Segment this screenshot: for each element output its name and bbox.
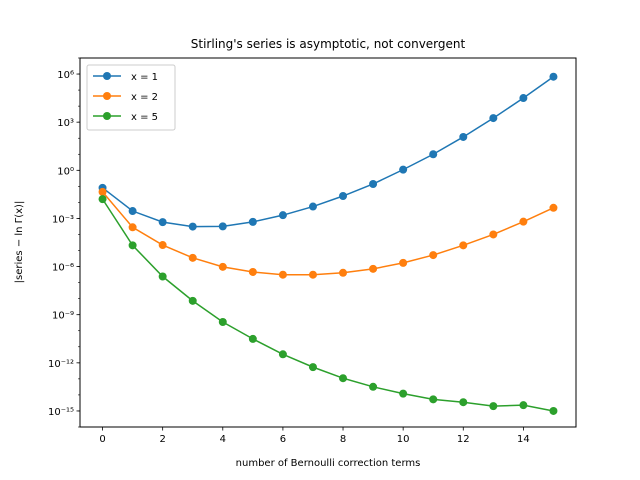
data-point bbox=[248, 267, 257, 276]
data-point bbox=[429, 150, 438, 159]
data-point bbox=[429, 251, 438, 260]
data-point bbox=[459, 241, 468, 250]
data-point bbox=[489, 402, 498, 411]
series-line bbox=[101, 198, 554, 412]
x-axis-label: number of Bernoulli correction terms bbox=[236, 458, 421, 469]
x-tick-label: 14 bbox=[517, 434, 530, 445]
x-tick-label: 0 bbox=[99, 434, 105, 445]
data-point bbox=[188, 296, 197, 305]
legend-label: x = 2 bbox=[131, 92, 158, 103]
data-point bbox=[459, 132, 468, 141]
y-tick-label: 10⁻¹² bbox=[48, 359, 74, 370]
data-point bbox=[128, 207, 137, 216]
data-point bbox=[98, 187, 107, 196]
data-point bbox=[188, 253, 197, 262]
data-point bbox=[248, 334, 257, 343]
x-tick-label: 10 bbox=[397, 434, 410, 445]
data-point bbox=[519, 94, 528, 103]
y-tick-label: 10⁻⁹ bbox=[52, 311, 74, 322]
data-point bbox=[519, 401, 528, 410]
y-tick-label: 10⁶ bbox=[57, 70, 74, 81]
data-point bbox=[339, 374, 348, 383]
data-point bbox=[369, 264, 378, 273]
data-point bbox=[158, 218, 167, 227]
data-point bbox=[369, 180, 378, 188]
data-point bbox=[489, 114, 498, 123]
data-point bbox=[429, 395, 438, 404]
legend-marker bbox=[103, 92, 111, 100]
legend: x = 1 x = 2 x = 5 bbox=[86, 64, 176, 131]
data-point bbox=[489, 230, 498, 239]
legend-marker bbox=[103, 72, 111, 80]
x-tick-label: 2 bbox=[159, 434, 165, 445]
y-tick-label: 10⁰ bbox=[57, 166, 74, 177]
data-point bbox=[158, 272, 167, 281]
x-tick-label: 4 bbox=[220, 434, 226, 445]
data-point bbox=[98, 195, 107, 204]
series-layer bbox=[98, 72, 558, 415]
data-point bbox=[459, 398, 468, 407]
y-tick-label: 10⁻³ bbox=[52, 214, 74, 225]
data-point bbox=[549, 406, 558, 415]
data-point bbox=[278, 350, 287, 359]
y-tick-label: 10⁻⁶ bbox=[52, 263, 74, 274]
chart-title: Stirling's series is asymptotic, not con… bbox=[191, 37, 466, 51]
data-point bbox=[188, 222, 197, 231]
data-point bbox=[278, 270, 287, 279]
legend-label: x = 5 bbox=[131, 112, 158, 123]
y-axis-ticks: 10⁻¹⁵ 10⁻¹² 10⁻⁹ 10⁻⁶ 10⁻³ 10⁰ 10³ 10⁶ bbox=[48, 57, 80, 428]
data-point bbox=[549, 203, 558, 212]
plot-area-frame bbox=[79, 57, 577, 428]
data-point bbox=[399, 165, 408, 174]
data-point bbox=[369, 382, 378, 391]
x-axis-ticks: 0 2 4 6 8 10 12 14 bbox=[99, 427, 530, 445]
x-tick-label: 12 bbox=[457, 434, 470, 445]
data-point bbox=[308, 270, 317, 279]
data-point bbox=[218, 318, 227, 327]
data-point bbox=[128, 241, 137, 250]
data-point bbox=[519, 217, 528, 226]
data-point bbox=[399, 389, 408, 398]
legend-label: x = 1 bbox=[131, 72, 158, 83]
data-point bbox=[128, 223, 137, 232]
data-point bbox=[308, 363, 317, 372]
data-point bbox=[399, 258, 408, 267]
data-point bbox=[549, 72, 558, 81]
data-point bbox=[339, 192, 348, 201]
y-axis-label: |series − ln Γ(x)| bbox=[14, 201, 25, 284]
legend-marker bbox=[103, 112, 111, 120]
y-tick-label: 10³ bbox=[57, 118, 74, 129]
x-tick-label: 8 bbox=[340, 434, 346, 445]
data-point bbox=[248, 217, 257, 226]
data-point bbox=[339, 268, 348, 277]
series-line bbox=[101, 191, 554, 276]
y-tick-label: 10⁻¹⁵ bbox=[48, 407, 74, 418]
x-tick-label: 6 bbox=[280, 434, 286, 445]
data-point bbox=[218, 222, 227, 231]
data-point bbox=[218, 262, 227, 271]
data-point bbox=[308, 202, 317, 211]
series-line bbox=[102, 76, 554, 228]
data-point bbox=[278, 211, 287, 220]
data-point bbox=[158, 241, 167, 250]
